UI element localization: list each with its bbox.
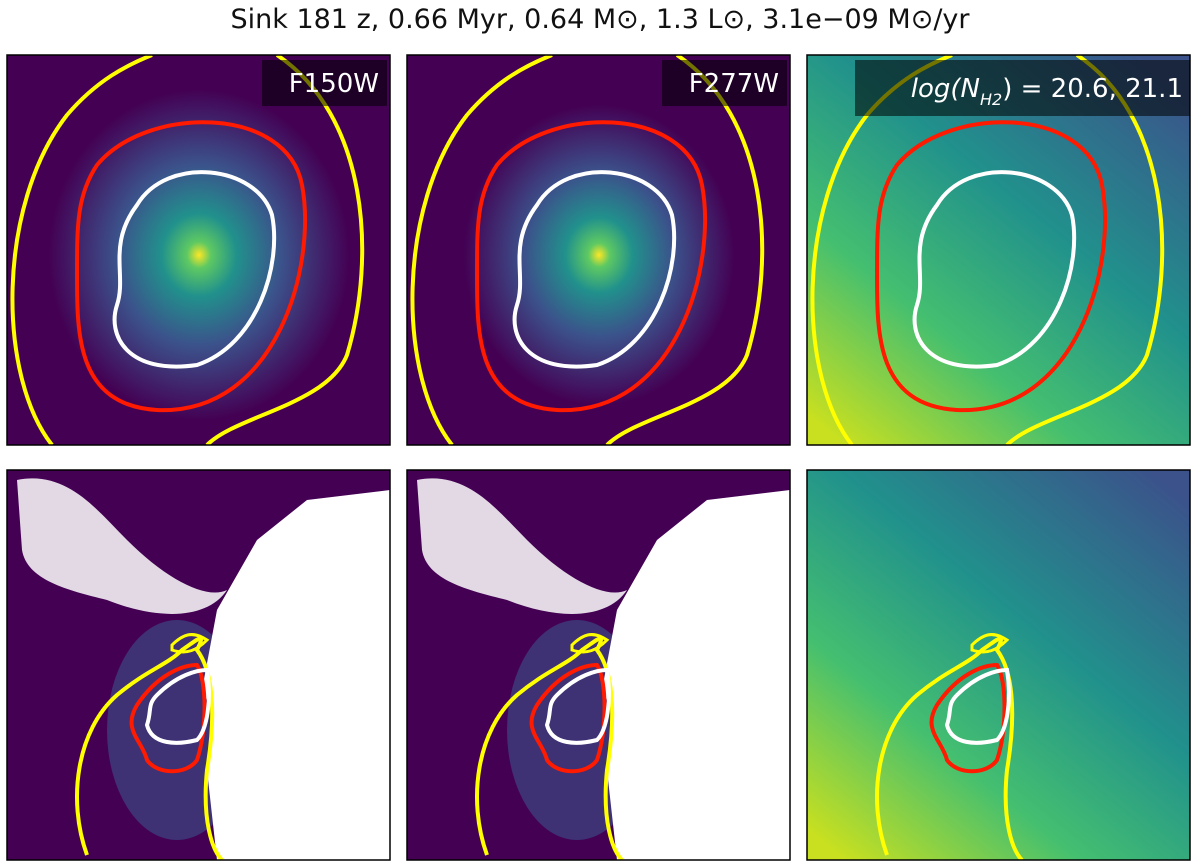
label-part: ) = 20.6, 21.1 [1002,74,1183,104]
panel-frames [6,54,1191,861]
panel-label: log(NH2) = 20.6, 21.1 [911,74,1183,109]
panel [7,470,390,860]
panel: F150W [7,55,390,445]
label-box [662,60,787,106]
panel-label: F277W [689,69,779,99]
image-blob [464,105,734,405]
panel: log(NH2) = 20.6, 21.1 [807,55,1190,445]
label-part: H2 [980,90,1002,109]
panel [807,470,1190,860]
panel-label: F150W [289,69,379,99]
panel: F277W [407,55,790,445]
label-box [855,60,1190,116]
label-box [262,60,387,106]
label-part: log(N [911,74,980,104]
figure-title: Sink 181 z, 0.66 Myr, 0.64 M⊙, 1.3 L⊙, 3… [230,4,970,35]
panel [407,470,790,860]
